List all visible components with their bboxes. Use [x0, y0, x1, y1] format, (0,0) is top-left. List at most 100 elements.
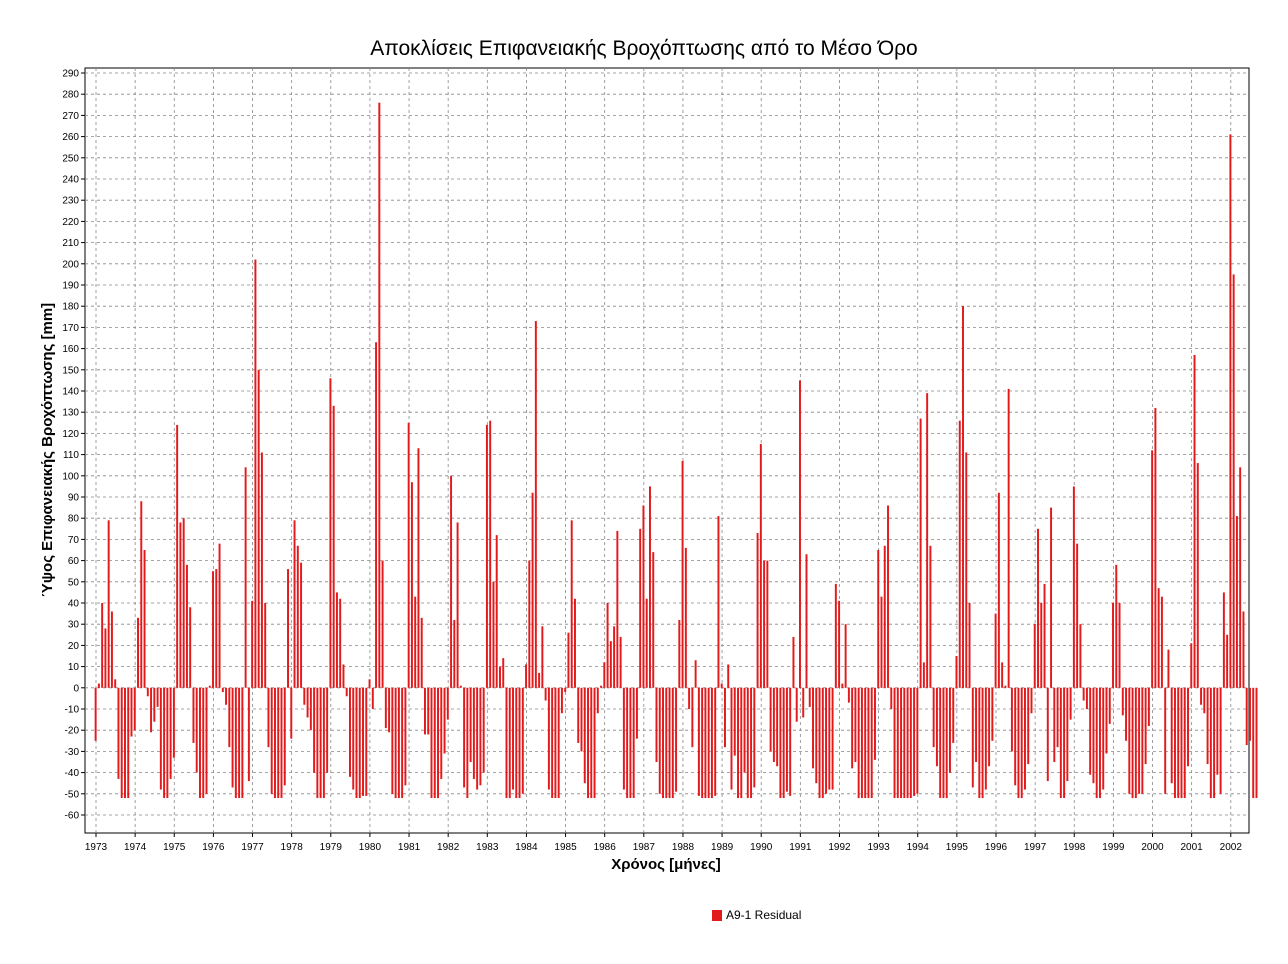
bar [1082, 687, 1085, 701]
bar [1059, 687, 1062, 799]
bar [1138, 687, 1141, 794]
bar [130, 687, 133, 737]
bar [639, 528, 642, 688]
bar [423, 687, 426, 735]
bar [939, 687, 942, 799]
bar [564, 687, 567, 693]
bar [1216, 687, 1219, 775]
bar [1248, 687, 1251, 741]
bar [877, 550, 880, 688]
bar [922, 662, 925, 688]
bar [1154, 407, 1157, 688]
bar [172, 687, 175, 758]
bar [567, 632, 570, 688]
bar [251, 600, 254, 688]
bar [766, 560, 769, 688]
bar [1183, 687, 1186, 799]
bar [1141, 687, 1144, 794]
y-tick-label: 60 [68, 556, 80, 567]
bar [531, 492, 534, 688]
bar [1010, 687, 1013, 752]
bar [156, 687, 159, 707]
bar [469, 687, 472, 762]
bar [479, 687, 482, 786]
y-tick-label: 210 [62, 238, 79, 249]
bar [1190, 643, 1193, 688]
bar [717, 516, 720, 688]
bar [759, 444, 762, 688]
bar [737, 687, 739, 799]
bar [720, 683, 723, 688]
bar [273, 687, 276, 799]
bar [1118, 603, 1121, 688]
bar [179, 522, 182, 688]
bar [120, 687, 123, 799]
bar [547, 687, 550, 790]
bar [681, 460, 684, 688]
x-tick-label: 1998 [1063, 842, 1086, 853]
bar [1102, 687, 1105, 790]
bar [626, 687, 629, 799]
bar [140, 501, 143, 688]
bar [459, 685, 462, 688]
x-tick-label: 1980 [359, 842, 382, 853]
bar [394, 687, 397, 799]
bar [818, 687, 821, 799]
x-tick-label: 1988 [672, 842, 695, 853]
bar [1014, 687, 1017, 786]
bar [492, 581, 495, 688]
bar [1050, 507, 1053, 688]
x-tick-label: 1976 [202, 842, 225, 853]
x-tick-label: 1996 [985, 842, 1008, 853]
bar [326, 687, 329, 773]
bar [176, 424, 179, 688]
bar [1095, 687, 1098, 799]
bar [414, 596, 417, 688]
bar [655, 687, 658, 762]
bar [1001, 662, 1004, 688]
bar [254, 259, 257, 688]
bar [1121, 687, 1124, 716]
x-tick-label: 2000 [1141, 842, 1164, 853]
bar [919, 418, 922, 688]
bar [388, 687, 391, 733]
bar [137, 617, 139, 688]
bar [466, 687, 469, 799]
bar [860, 687, 863, 799]
bar [1177, 687, 1180, 799]
y-tick-label: 200 [62, 259, 79, 270]
bar [730, 687, 733, 790]
bar [463, 687, 466, 788]
bar [629, 687, 632, 799]
bar [365, 687, 368, 796]
bar [143, 550, 146, 688]
bar [163, 687, 166, 799]
bar [244, 467, 247, 688]
bar [1098, 687, 1101, 799]
bar [727, 664, 730, 688]
y-tick-label: 280 [62, 90, 79, 101]
bar [551, 687, 554, 799]
bar [988, 687, 991, 767]
bar [635, 687, 638, 739]
x-tick-label: 1978 [281, 842, 304, 853]
bar [694, 660, 697, 688]
bar [603, 662, 606, 688]
x-tick-label: 2001 [1181, 842, 1204, 853]
bar [948, 687, 951, 773]
bar [430, 687, 433, 799]
bar [505, 687, 508, 799]
bar [512, 687, 514, 790]
bar [375, 342, 378, 688]
bar [560, 687, 563, 714]
y-tick-label: -30 [65, 747, 80, 758]
x-tick-label: 1997 [1024, 842, 1047, 853]
bar [1255, 687, 1258, 799]
bar [785, 687, 788, 792]
bar [234, 687, 237, 799]
bar [1187, 687, 1189, 767]
bar [916, 687, 919, 794]
bar [609, 641, 612, 688]
bar [678, 619, 681, 688]
